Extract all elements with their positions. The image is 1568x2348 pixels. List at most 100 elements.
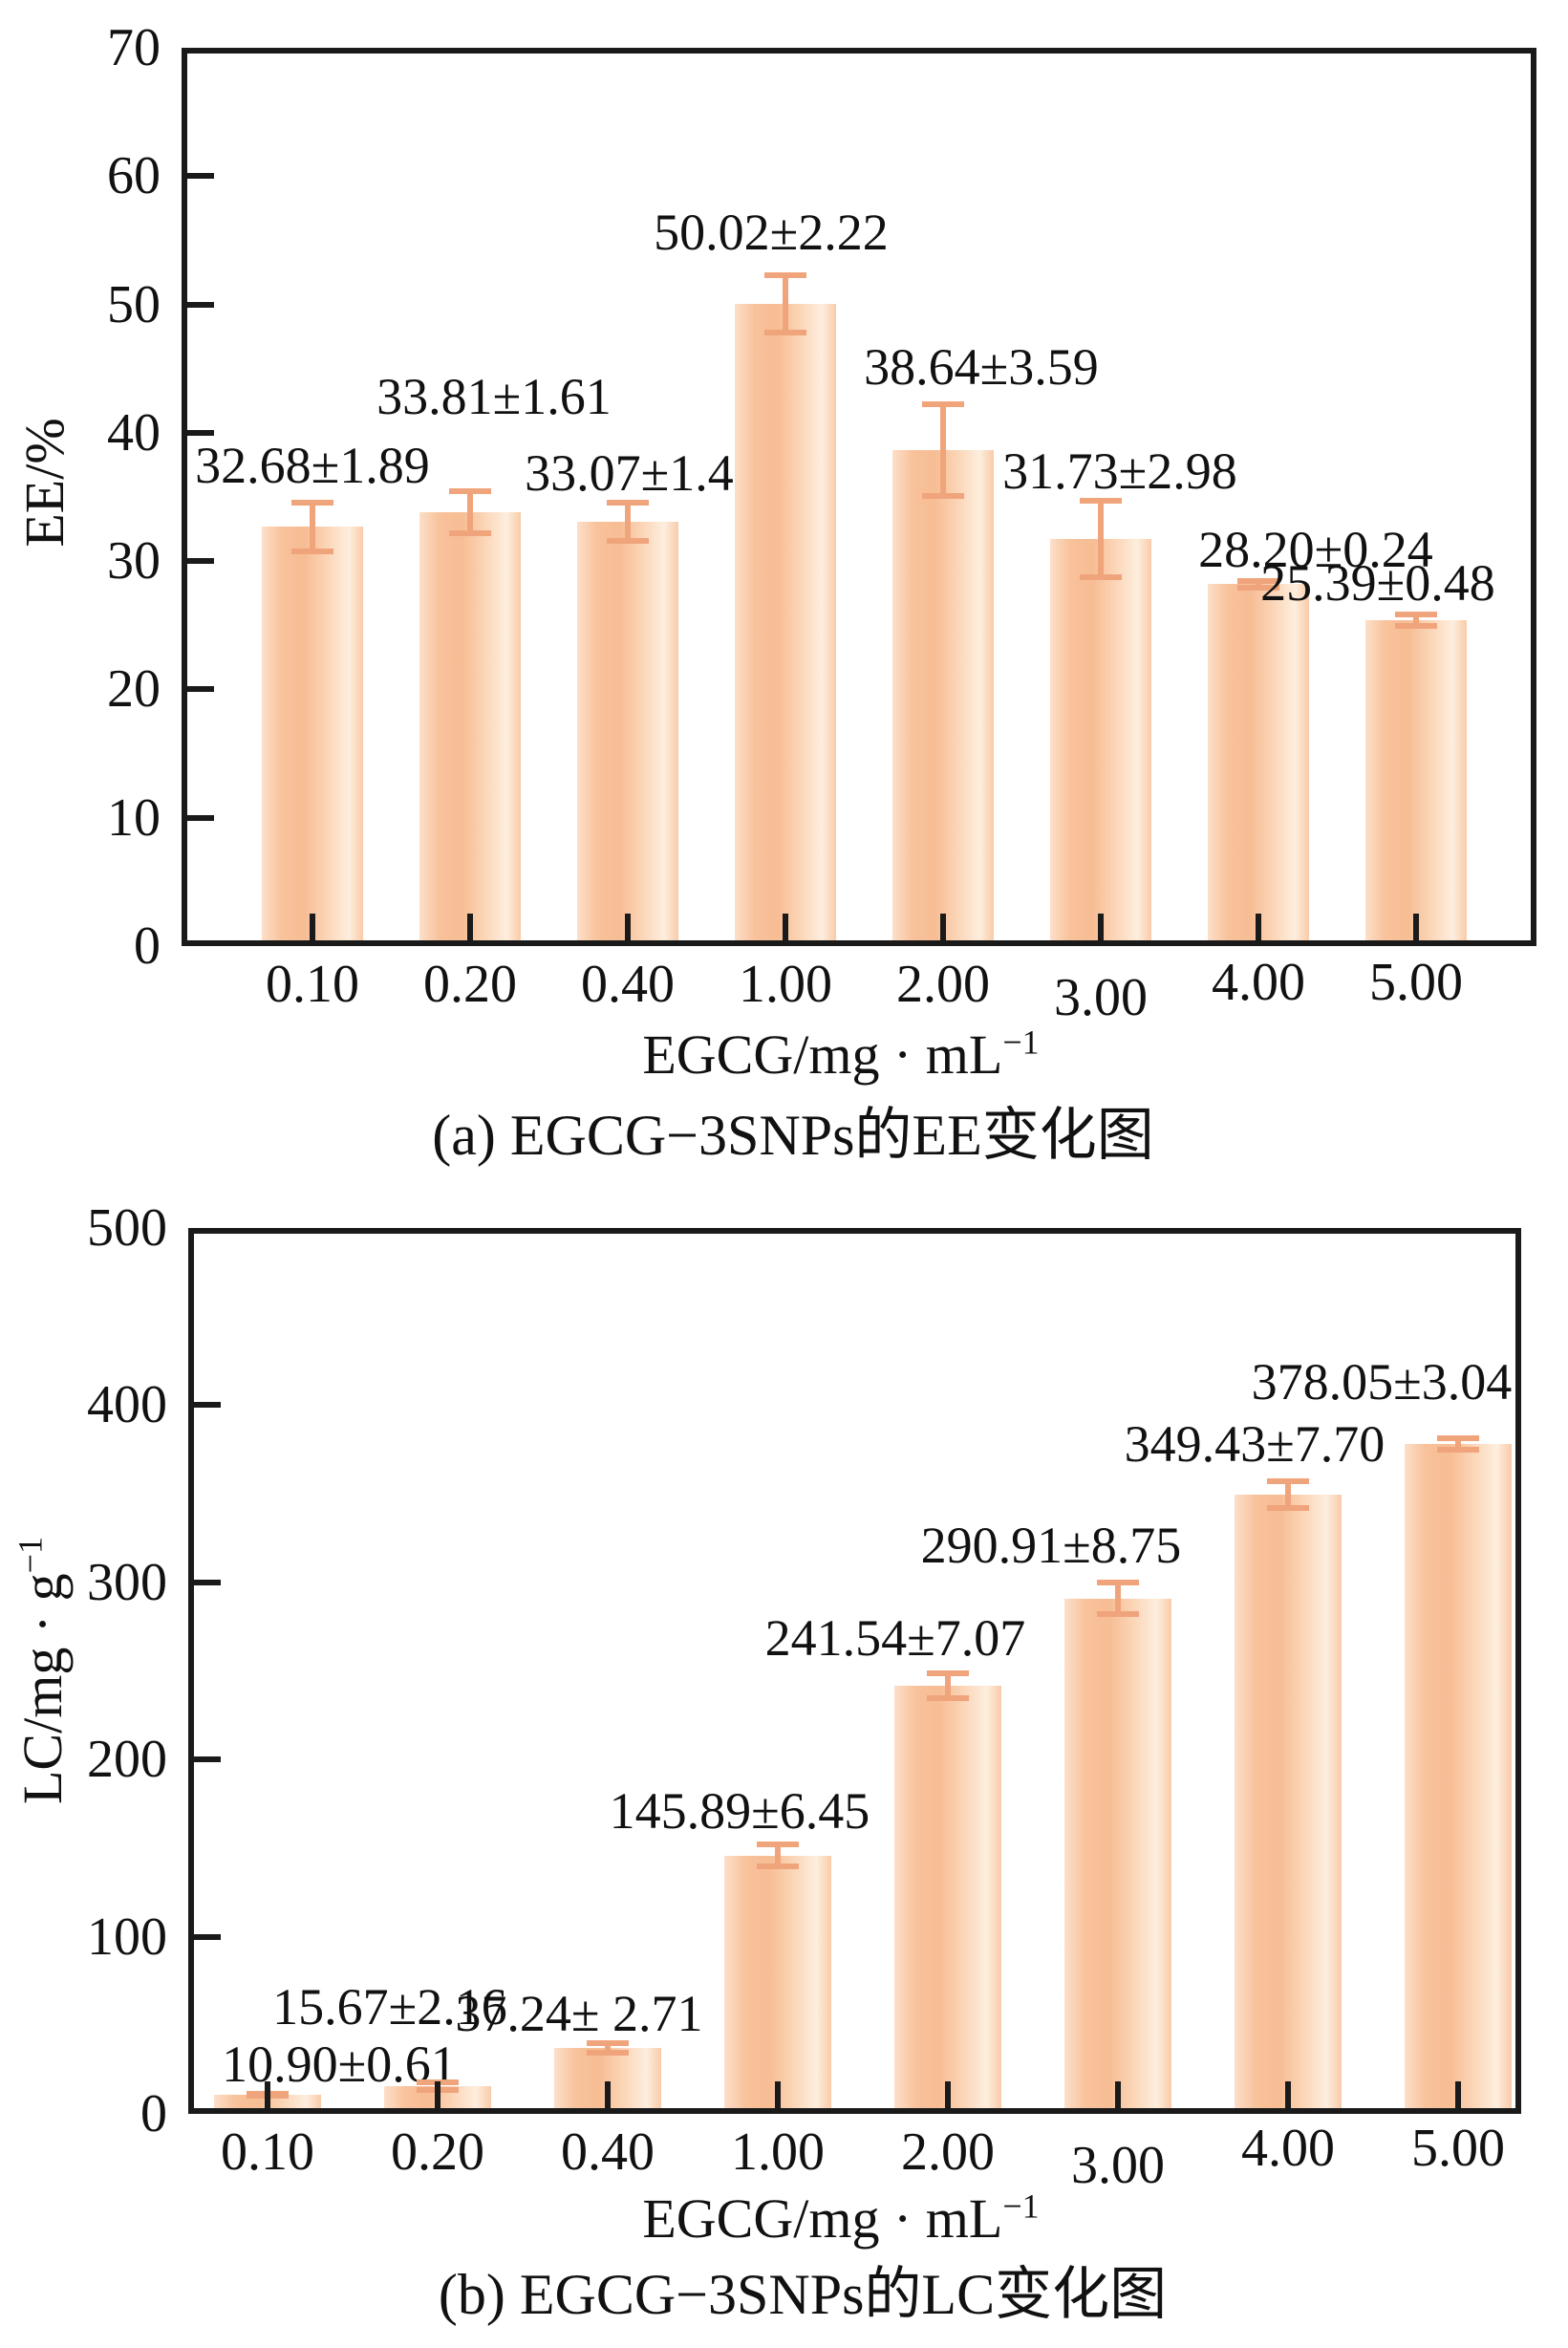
y-tick-label: 40 <box>107 402 161 463</box>
x-axis-title-a: EGCG/mg · mL−1 <box>459 1024 1223 1086</box>
x-tick-label: 3.00 <box>1071 2136 1165 2195</box>
x-tick <box>625 914 631 940</box>
error-bar-cap-top <box>1267 1477 1309 1484</box>
x-tick-label: 0.40 <box>581 955 675 1014</box>
panel-b-caption: (b) EGCG−3SNPs的LC变化图 <box>438 2263 1168 2326</box>
error-bar-cap-top <box>757 1841 799 1847</box>
error-bar-cap-top <box>1237 578 1279 585</box>
error-bar-line <box>783 275 788 334</box>
x-tick-label: 0.10 <box>266 955 359 1014</box>
bar-value-label: 28.20±0.24 <box>1198 521 1433 579</box>
error-bar-cap-bottom <box>1097 1610 1139 1617</box>
bar-value-label: 33.81±1.61 <box>376 368 612 426</box>
x-tick <box>775 2081 781 2108</box>
error-bar-cap-top <box>291 499 333 506</box>
y-tick <box>187 686 214 693</box>
bar-4.00 <box>1208 584 1309 940</box>
y-tick-label: 100 <box>87 1906 167 1967</box>
y-tick-label: 0 <box>140 2084 167 2143</box>
error-bar-line <box>1256 581 1261 588</box>
error-bar-cap-bottom <box>1080 573 1122 580</box>
y-tick-label: 60 <box>107 146 161 206</box>
y-tick-label: 0 <box>134 916 161 976</box>
bar-2.00 <box>892 450 994 940</box>
bar-value-label: 145.89±6.45 <box>609 1781 870 1840</box>
y-tick-label: 400 <box>87 1375 167 1435</box>
bar-value-label: 290.91±8.75 <box>920 1517 1182 1575</box>
error-bar-cap-bottom <box>1267 1505 1309 1512</box>
y-tick <box>194 1756 221 1763</box>
error-bar-cap-bottom <box>922 493 964 500</box>
bar-value-label: 31.73±2.98 <box>1002 442 1237 500</box>
bar-3.00 <box>1050 538 1151 940</box>
x-tick-label: 4.00 <box>1212 953 1305 1012</box>
error-bar-cap-top <box>587 2039 629 2046</box>
x-tick <box>945 2081 951 2108</box>
error-bar-cap-bottom <box>764 330 806 336</box>
plot-area-a <box>182 48 1536 946</box>
error-bar-line <box>625 503 631 541</box>
bar-0.20 <box>419 511 521 940</box>
y-tick <box>194 1579 221 1585</box>
x-tick <box>783 914 788 940</box>
x-tick <box>1285 2081 1291 2108</box>
x-tick-label: 5.00 <box>1411 2119 1505 2178</box>
error-bar-line <box>1455 1438 1461 1450</box>
x-tick <box>467 914 473 940</box>
error-bar-line <box>940 403 946 497</box>
x-tick-label: 2.00 <box>901 2122 995 2182</box>
x-axis-title-b-sup: −1 <box>1002 2186 1040 2226</box>
error-bar-cap-top <box>449 488 491 495</box>
error-bar-cap-bottom <box>1237 584 1279 591</box>
x-axis-title-b-text: EGCG/mg · mL <box>642 2187 1003 2250</box>
y-tick-label: 10 <box>107 787 161 848</box>
y-tick <box>194 1933 221 1940</box>
x-tick <box>605 2081 611 2108</box>
error-bar-cap-top <box>922 400 964 407</box>
error-bar-cap-top <box>1437 1435 1479 1442</box>
bar-value-label: 50.02±2.22 <box>654 204 889 262</box>
error-bar-cap-top <box>927 1670 969 1677</box>
error-bar-cap-top <box>1097 1580 1139 1586</box>
error-bar-line <box>605 2042 611 2053</box>
bar-1.00 <box>735 304 836 940</box>
y-tick <box>194 1402 221 1409</box>
x-axis-title-b: EGCG/mg · mL−1 <box>459 2188 1223 2250</box>
error-bar-line <box>775 1843 781 1867</box>
error-bar-cap-bottom <box>1395 623 1437 630</box>
error-bar-cap-bottom <box>1437 1446 1479 1453</box>
y-tick-label: 300 <box>87 1552 167 1612</box>
panel-a-caption: (a) EGCG−3SNPs的EE变化图 <box>432 1104 1154 1167</box>
x-tick <box>1256 914 1261 940</box>
x-tick <box>310 914 315 940</box>
bar-0.10 <box>262 527 363 940</box>
bar-value-label: 241.54±7.07 <box>764 1609 1026 1668</box>
x-tick-label: 1.00 <box>739 955 832 1014</box>
x-tick-label: 0.40 <box>561 2122 655 2182</box>
y-tick-label: 70 <box>107 18 161 77</box>
error-bar-line <box>1115 1583 1121 1614</box>
bar-1.00 <box>724 1855 831 2108</box>
bar-value-label: 25.39±0.48 <box>1260 553 1495 612</box>
y-tick-label: 20 <box>107 659 161 720</box>
error-bar-line <box>1098 500 1104 577</box>
x-axis-title-a-sup: −1 <box>1002 1023 1040 1062</box>
bar-value-label: 378.05±3.04 <box>1251 1353 1513 1411</box>
x-tick-label: 0.20 <box>423 955 517 1014</box>
error-bar-cap-top <box>1080 497 1122 504</box>
x-tick-label: 2.00 <box>896 955 990 1014</box>
x-tick <box>1413 914 1419 940</box>
error-bar-line <box>1285 1480 1291 1509</box>
error-bar-cap-bottom <box>449 529 491 536</box>
y-tick-label: 500 <box>87 1198 167 1258</box>
y-axis-title-b: LC/mg · g−1 <box>11 1384 74 1957</box>
x-tick-label: 0.10 <box>221 2122 314 2182</box>
x-tick-label: 5.00 <box>1369 953 1463 1012</box>
x-tick <box>435 2081 440 2108</box>
bar-value-label: 37.24± 2.71 <box>455 1984 703 2042</box>
y-tick <box>187 558 214 565</box>
error-bar-line <box>945 1673 951 1699</box>
bar-3.00 <box>1064 1598 1171 2108</box>
error-bar-line <box>1413 614 1419 627</box>
